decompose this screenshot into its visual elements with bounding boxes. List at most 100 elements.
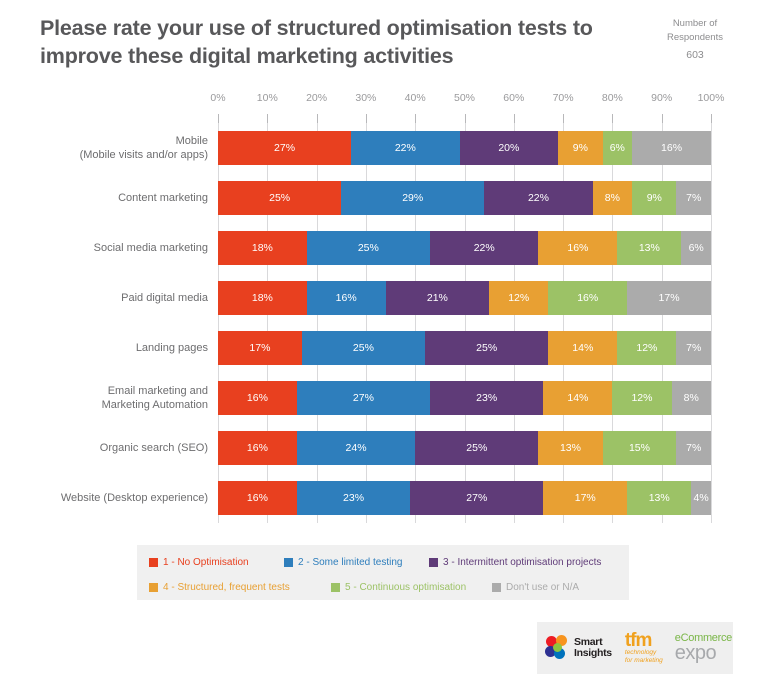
bar-segment[interactable]: 7%	[676, 431, 711, 465]
bar-segment-label: 25%	[352, 342, 374, 354]
bar-segment[interactable]: 9%	[632, 181, 677, 215]
bar-segment[interactable]: 22%	[429, 231, 539, 265]
stacked-bar[interactable]: 27% 22% 20% 9% 6% 16%	[218, 131, 711, 165]
legend-item[interactable]: 2 - Some limited testing	[284, 549, 403, 575]
x-axis-tick-marks	[218, 114, 712, 123]
legend-label: 5 - Continuous optimisation	[345, 581, 467, 593]
bar-segment[interactable]: 14%	[543, 381, 613, 415]
bar-segment[interactable]: 27%	[410, 481, 544, 515]
category-label: Social media marketing	[20, 241, 208, 255]
bar-segment[interactable]: 6%	[681, 231, 711, 265]
stacked-bar[interactable]: 17% 25% 25% 14% 12% 7%	[218, 331, 711, 365]
legend-swatch-icon	[149, 582, 158, 592]
bar-segment[interactable]: 6%	[602, 131, 633, 165]
legend-item[interactable]: Don't use or N/A	[492, 574, 579, 600]
legend-item[interactable]: 3 - Intermittent optimisation projects	[429, 549, 601, 575]
bar-segment[interactable]: 27%	[296, 381, 430, 415]
bar-segment-label: 6%	[609, 142, 625, 154]
bar-segment[interactable]: 16%	[538, 231, 618, 265]
legend-item[interactable]: 1 - No Optimisation	[149, 549, 249, 575]
bar-segment[interactable]: 8%	[671, 381, 711, 415]
bar-segment[interactable]: 12%	[489, 281, 549, 315]
stacked-bar[interactable]: 16% 24% 25% 13% 15% 7%	[218, 431, 711, 465]
stacked-bar[interactable]: 18% 25% 22% 16% 13% 6%	[218, 231, 711, 265]
smart-insights-line1: Smart	[574, 636, 603, 649]
legend-swatch-icon	[429, 557, 438, 567]
legend-swatch-icon	[331, 582, 340, 592]
tfm-wordmark: tfm	[624, 629, 653, 651]
bar-segment[interactable]: 12%	[612, 381, 672, 415]
x-axis-tick-mark	[316, 114, 318, 123]
bar-segment[interactable]: 22%	[484, 181, 593, 215]
legend-item[interactable]: 5 - Continuous optimisation	[331, 574, 466, 600]
bar-segment[interactable]: 16%	[548, 281, 628, 315]
bar-segment-label: 7%	[686, 342, 702, 354]
bar-segment[interactable]: 17%	[627, 281, 711, 315]
bar-segment[interactable]: 17%	[218, 331, 302, 365]
chart-header: Please rate your use of structured optim…	[0, 0, 768, 92]
smart-insights-logo: Smart Insights	[545, 628, 612, 668]
bar-segment[interactable]: 8%	[592, 181, 633, 215]
bar-segment-label: 4%	[693, 492, 709, 504]
bar-segment[interactable]: 7%	[676, 181, 711, 215]
bar-segment-label: 24%	[345, 442, 367, 454]
gridline	[365, 123, 367, 523]
category-label: Mobile (Mobile visits and/or apps)	[20, 134, 208, 162]
bar-segment[interactable]: 15%	[602, 431, 677, 465]
stacked-bar[interactable]: 16% 27% 23% 14% 12% 8%	[218, 381, 711, 415]
bar-segment[interactable]: 13%	[538, 431, 603, 465]
bar-segment[interactable]: 29%	[341, 181, 485, 215]
bar-segment[interactable]: 25%	[425, 331, 549, 365]
bar-segment[interactable]: 25%	[301, 331, 426, 365]
bar-segment[interactable]: 25%	[218, 181, 342, 215]
ecommerce-expo-logo: eCommerce expo	[675, 628, 733, 668]
bar-segment-label: 12%	[508, 292, 530, 304]
bar-segment[interactable]: 25%	[306, 231, 430, 265]
gridline	[661, 123, 663, 523]
bar-segment[interactable]: 9%	[558, 131, 603, 165]
bar-segment-label: 25%	[476, 342, 498, 354]
bar-segment[interactable]: 17%	[543, 481, 628, 515]
bar-segment[interactable]: 18%	[218, 231, 307, 265]
bar-segment[interactable]: 16%	[306, 281, 386, 315]
bar-segment[interactable]: 16%	[218, 431, 297, 465]
stacked-bar[interactable]: 18% 16% 21% 12% 16% 17%	[218, 281, 711, 315]
gridline	[612, 123, 614, 523]
bar-segment[interactable]: 24%	[296, 431, 416, 465]
legend-item[interactable]: 4 - Structured, frequent tests	[149, 574, 290, 600]
bar-segment[interactable]: 27%	[218, 131, 352, 165]
bar-segment-label: 16%	[246, 442, 268, 454]
bar-segment[interactable]: 7%	[676, 331, 711, 365]
smart-insights-wordmark: Smart Insights	[574, 637, 612, 658]
bar-segment[interactable]: 21%	[385, 281, 490, 315]
bar-segment[interactable]: 12%	[617, 331, 677, 365]
bar-segment-label: 7%	[686, 442, 702, 454]
gridline	[513, 123, 515, 523]
bar-segment[interactable]: 20%	[459, 131, 559, 165]
bar-segment-label: 17%	[574, 492, 596, 504]
bar-segment[interactable]: 13%	[617, 231, 682, 265]
stacked-bar[interactable]: 16% 23% 27% 17% 13% 4%	[218, 481, 711, 515]
gridline	[415, 123, 417, 523]
category-label-line: Marketing Automation	[101, 399, 208, 411]
bar-segment-label: 13%	[638, 242, 660, 254]
bar-segment[interactable]: 16%	[632, 131, 711, 165]
bar-segment[interactable]: 25%	[415, 431, 539, 465]
bar-segment[interactable]: 16%	[218, 481, 297, 515]
x-axis-tick-label: 70%	[552, 92, 574, 104]
bar-segment[interactable]: 4%	[691, 481, 711, 515]
bar-segment[interactable]: 23%	[296, 481, 411, 515]
bar-segment-label: 29%	[402, 192, 424, 204]
bar-segment[interactable]: 16%	[218, 381, 297, 415]
respondents-count: 603	[686, 48, 704, 61]
bar-segment[interactable]: 13%	[627, 481, 692, 515]
bar-segment-label: 15%	[628, 442, 650, 454]
chart-plot-area: 0% 10% 20% 30% 40% 50% 60% 70% 80% 90% 100% Mobile…	[0, 92, 768, 532]
bar-segment[interactable]: 23%	[429, 381, 544, 415]
bar-segment[interactable]: 18%	[218, 281, 307, 315]
bar-segment[interactable]: 22%	[351, 131, 460, 165]
stacked-bar[interactable]: 25% 29% 22% 8% 9% 7%	[218, 181, 711, 215]
bar-segment[interactable]: 14%	[548, 331, 618, 365]
tfm-tagline: technology for marketing	[625, 649, 663, 664]
